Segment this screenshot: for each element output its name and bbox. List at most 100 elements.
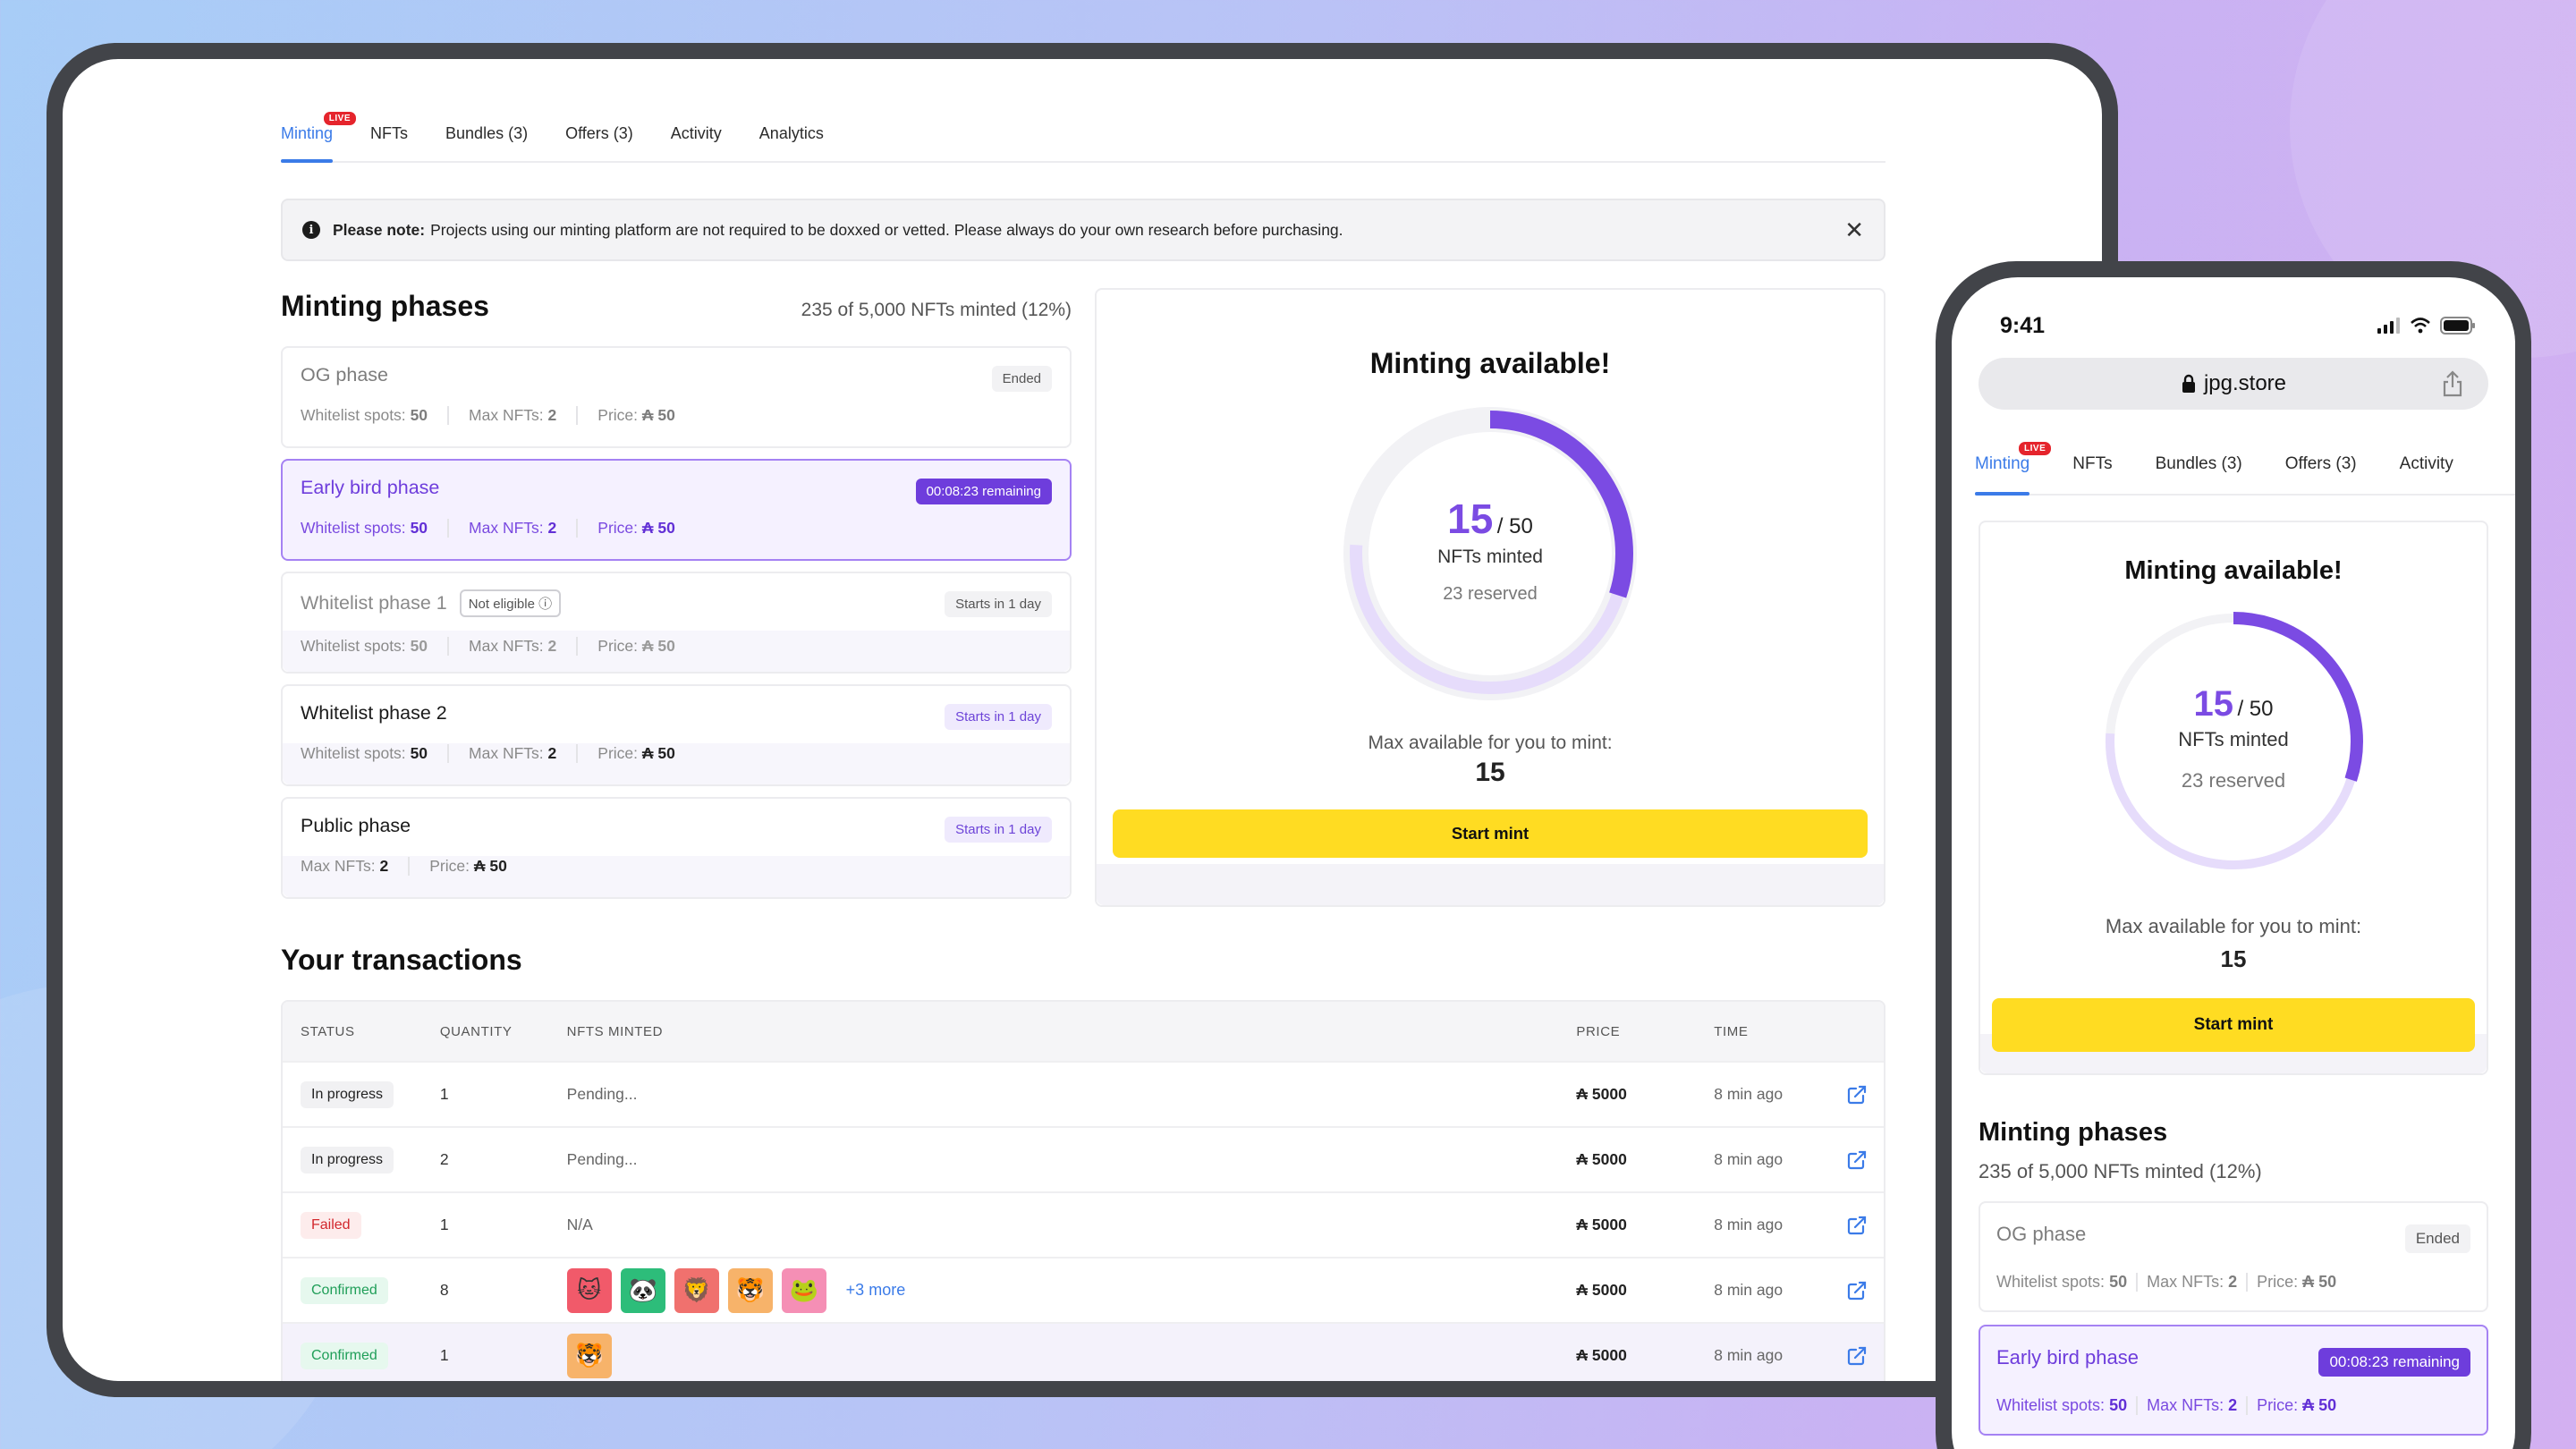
tab-nfts[interactable]: NFTs [2072, 454, 2113, 473]
more-nfts-link[interactable]: +3 more [845, 1281, 906, 1299]
time-cell: 8 min ago [1714, 1150, 1784, 1168]
nft-thumbnail[interactable]: 🐼 [620, 1267, 665, 1313]
transactions-title: Your transactions [281, 944, 522, 976]
progress-ring-svg [2104, 612, 2363, 871]
start-mint-button[interactable]: Start mint [1113, 809, 1868, 858]
phone-tab-bar: Minting LIVE NFTs Bundles (3) Offers (3)… [1975, 410, 2515, 496]
status-bar: 9:41 [1952, 277, 2515, 358]
nft-thumbnail[interactable]: 🐯 [566, 1333, 612, 1378]
phase-price: Price: ₳ 50 [429, 857, 507, 875]
phase-status-badge: Ended [991, 366, 1052, 392]
phase-card-early-bird[interactable]: Early bird phase 00:08:23 remaining Whit… [1979, 1325, 2488, 1436]
tab-analytics[interactable]: Analytics [758, 124, 824, 142]
time-cell: 8 min ago [1714, 1346, 1784, 1364]
nfts-cell: N/A [566, 1216, 593, 1233]
phase-card-whitelist-1[interactable]: Whitelist phase 1 Not eligible ⓘ Starts … [281, 572, 1072, 674]
tab-activity[interactable]: Activity [2399, 454, 2453, 473]
mint-title: Minting available! [1369, 347, 1611, 379]
battery-icon [2440, 317, 2475, 335]
phase-price: Price: ₳ 50 [597, 744, 675, 762]
phase-max: Max NFTs: 2 [469, 637, 579, 656]
clock: 9:41 [2000, 312, 2046, 338]
minted-total: / 50 [1496, 514, 1533, 538]
table-row[interactable]: Failed 1 N/A ₳ 5000 8 min ago [283, 1191, 1884, 1257]
external-link-icon[interactable] [1846, 1280, 1868, 1301]
phase-name: OG phase [1996, 1223, 2087, 1245]
nfts-cell: 🐱 🐼 🦁 🐯 🐸 +3 more [566, 1267, 1577, 1313]
phase-card-whitelist-2[interactable]: Whitelist phase 2 Starts in 1 day Whitel… [281, 684, 1072, 786]
phase-status-badge: Starts in 1 day [945, 817, 1052, 843]
max-available-value: 15 [2220, 945, 2247, 972]
nft-thumbnail[interactable]: 🐸 [781, 1267, 826, 1313]
tab-bar: Minting LIVE NFTs Bundles (3) Offers (3)… [281, 59, 1885, 163]
tab-bundles[interactable]: Bundles (3) [2155, 454, 2242, 473]
external-link-icon[interactable] [1846, 1215, 1868, 1236]
quantity-cell: 1 [439, 1346, 449, 1364]
phase-max: Max NFTs: 2 [2147, 1273, 2249, 1292]
table-row[interactable]: In progress 1 Pending... ₳ 5000 8 min ag… [283, 1061, 1884, 1126]
phase-card-og[interactable]: OG phase Ended Whitelist spots: 50 Max N… [1979, 1201, 2488, 1312]
phase-spots: Whitelist spots: 50 [301, 637, 450, 656]
phase-card-public[interactable]: Public phase Starts in 1 day Max NFTs: 2… [281, 797, 1072, 899]
share-icon[interactable] [2442, 370, 2463, 397]
url-text: jpg.store [2203, 371, 2287, 395]
col-quantity: QUANTITY [439, 1023, 513, 1039]
status-badge: Confirmed [301, 1276, 388, 1304]
minted-arc [1347, 411, 1633, 697]
time-cell: 8 min ago [1714, 1216, 1784, 1233]
external-link-icon[interactable] [1846, 1345, 1868, 1367]
phase-spots: Whitelist spots: 50 [301, 406, 450, 425]
phase-price: Price: ₳ 50 [597, 519, 675, 537]
phase-card-og[interactable]: OG phase Ended Whitelist spots: 50 Max N… [281, 346, 1072, 448]
price-cell: ₳ 5000 [1576, 1346, 1627, 1364]
tab-activity[interactable]: Activity [670, 124, 722, 142]
table-row[interactable]: In progress 2 Pending... ₳ 5000 8 min ag… [283, 1126, 1884, 1191]
phase-max: Max NFTs: 2 [469, 406, 579, 425]
external-link-icon[interactable] [1846, 1149, 1868, 1171]
tab-minting[interactable]: Minting LIVE [1975, 442, 2052, 496]
phase-status-badge: Ended [2404, 1224, 2470, 1253]
table-row[interactable]: Confirmed 8 🐱 🐼 🦁 🐯 🐸 +3 more ₳ 5000 8 m… [283, 1257, 1884, 1322]
phase-name: Public phase [301, 815, 411, 836]
phase-spots: Whitelist spots: 50 [301, 744, 450, 763]
col-price: PRICE [1576, 1023, 1621, 1039]
lock-icon [2182, 374, 2195, 393]
close-icon[interactable]: ✕ [1844, 216, 1864, 243]
phase-spots: Whitelist spots: 50 [1996, 1273, 2139, 1292]
status-badge: Confirmed [301, 1342, 388, 1369]
minted-label: NFTs minted [2178, 728, 2289, 750]
price-cell: ₳ 5000 [1576, 1216, 1627, 1233]
nft-thumbnail[interactable]: 🐱 [566, 1267, 612, 1313]
external-link-icon[interactable] [1846, 1084, 1868, 1106]
nft-thumbnail[interactable]: 🐯 [727, 1267, 773, 1313]
col-status: STATUS [301, 1023, 355, 1039]
nfts-cell: 🐯 [566, 1333, 1577, 1378]
phone-minting-phases: Minting phases 235 of 5,000 NFTs minted … [1979, 1118, 2488, 1436]
not-eligible-badge[interactable]: Not eligible ⓘ [459, 589, 562, 617]
start-mint-button[interactable]: Start mint [1992, 998, 2475, 1052]
phase-status-badge: Starts in 1 day [945, 704, 1052, 730]
phase-max: Max NFTs: 2 [469, 519, 579, 538]
quantity-cell: 1 [439, 1085, 449, 1103]
table-row[interactable]: Confirmed 1 🐯 ₳ 5000 8 min ago [283, 1322, 1884, 1381]
phone-mint-panel: Minting available! 15 / 50 NFTs minted 2… [1979, 521, 2488, 1075]
tab-offers[interactable]: Offers (3) [2284, 454, 2357, 473]
tab-nfts[interactable]: NFTs [370, 124, 409, 142]
tab-offers[interactable]: Offers (3) [565, 124, 633, 142]
tab-minting[interactable]: Minting LIVE [281, 112, 357, 163]
progress-ring-svg [1343, 407, 1637, 700]
phase-spots: Whitelist spots: 50 [301, 519, 450, 538]
nft-thumbnail[interactable]: 🦁 [674, 1267, 719, 1313]
phase-card-early-bird[interactable]: Early bird phase 00:08:23 remaining Whit… [281, 459, 1072, 561]
phases-title: Minting phases [281, 290, 489, 322]
phase-status-badge: Starts in 1 day [945, 591, 1052, 617]
phase-name: Early bird phase [1996, 1346, 2139, 1368]
url-bar[interactable]: jpg.store [1979, 358, 2488, 410]
status-badge: In progress [301, 1146, 394, 1174]
phase-countdown-badge: 00:08:23 remaining [2318, 1348, 2470, 1377]
price-cell: ₳ 5000 [1576, 1150, 1627, 1168]
time-cell: 8 min ago [1714, 1085, 1784, 1103]
tab-bundles[interactable]: Bundles (3) [445, 124, 529, 142]
phase-max: Max NFTs: 2 [469, 744, 579, 763]
phone-screen: 9:41 jpg.store Minting LIVE NFTs Bundles… [1952, 277, 2515, 1449]
